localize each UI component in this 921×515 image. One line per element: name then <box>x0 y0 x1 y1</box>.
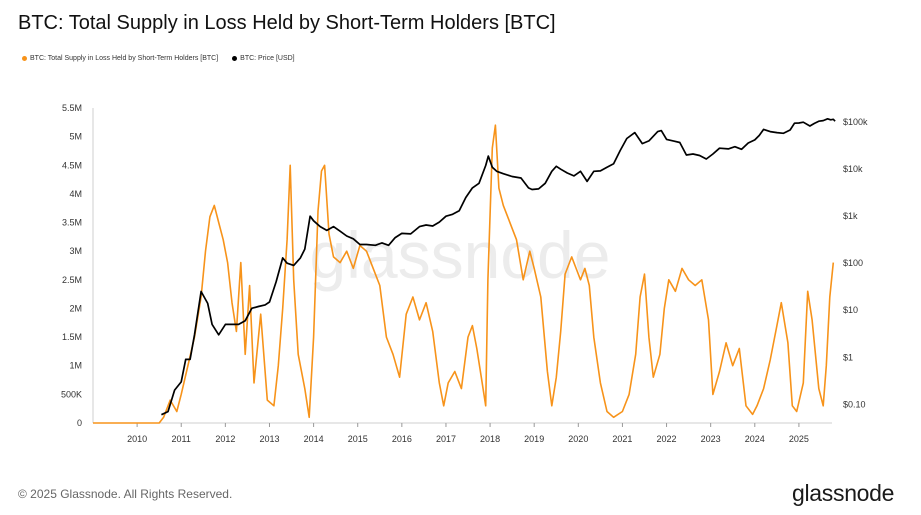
x-tick-label: 2023 <box>701 434 721 444</box>
y-left-tick-label: 5M <box>69 132 82 142</box>
y-right-tick-label: $1 <box>843 352 853 362</box>
y-left-tick-label: 2.5M <box>62 275 82 285</box>
y-left-tick-label: 3M <box>69 246 82 256</box>
y-right-tick-label: $10 <box>843 305 858 315</box>
x-tick-label: 2022 <box>657 434 677 444</box>
y-left-tick-label: 1.5M <box>62 332 82 342</box>
x-tick-label: 2016 <box>392 434 412 444</box>
x-tick-label: 2014 <box>304 434 324 444</box>
x-tick-label: 2015 <box>348 434 368 444</box>
y-right-tick-label: $100k <box>843 117 868 127</box>
y-left-tick-label: 1M <box>69 361 82 371</box>
y-left-tick-label: 0 <box>77 418 82 428</box>
chart-title: BTC: Total Supply in Loss Held by Short-… <box>18 12 556 34</box>
chart-legend: BTC: Total Supply in Loss Held by Short-… <box>22 55 295 62</box>
series-group <box>93 117 836 424</box>
y-left-tick-label: 500K <box>61 389 82 399</box>
y-right-tick-label: $10k <box>843 164 863 174</box>
y-left-tick-label: 5.5M <box>62 103 82 113</box>
x-tick-label: 2020 <box>568 434 588 444</box>
legend-black-dot-icon <box>232 56 238 61</box>
y-left-tick-label: 2M <box>69 303 82 313</box>
x-tick-label: 2012 <box>215 434 235 444</box>
legend-item-supply-in-loss[interactable]: BTC: Total Supply in Loss Held by Short-… <box>22 55 218 62</box>
legend-label-supply-in-loss: BTC: Total Supply in Loss Held by Short-… <box>30 55 219 62</box>
watermark: glassnode <box>310 218 611 292</box>
series-line-price <box>161 117 836 416</box>
copyright-footer: © 2025 Glassnode. All Rights Reserved. <box>18 487 233 501</box>
y-right-tick-label: $1k <box>843 211 858 221</box>
legend-item-price[interactable]: BTC: Price [USD] <box>232 55 295 62</box>
y-left-tick-label: 4.5M <box>62 160 82 170</box>
axes-group: 0 500K 1M 1.5M 2M 2.5M 3M 3.5M 4M 4.5M 5M 5.5M $0.10… <box>61 103 868 444</box>
x-tick-label: 2019 <box>524 434 544 444</box>
glassnode-logo[interactable]: glassnode <box>792 480 895 506</box>
y-left-tick-label: 3.5M <box>62 218 82 228</box>
x-tick-label: 2018 <box>480 434 500 444</box>
x-tick-label: 2024 <box>745 434 765 444</box>
x-tick-label: 2011 <box>172 434 191 444</box>
x-tick-label: 2021 <box>612 434 632 444</box>
legend-orange-dot-icon <box>22 56 27 61</box>
x-tick-label: 2025 <box>789 434 809 444</box>
x-tick-label: 2010 <box>127 434 147 444</box>
y-right-tick-label: $100 <box>843 258 863 268</box>
x-tick-label: 2013 <box>259 434 279 444</box>
x-tick-label: 2017 <box>436 434 456 444</box>
legend-label-price: BTC: Price [USD] <box>240 55 295 62</box>
series-line-supply-in-loss <box>93 124 835 424</box>
y-left-tick-label: 4M <box>69 189 82 199</box>
y-right-tick-label: $0.10 <box>843 399 866 409</box>
